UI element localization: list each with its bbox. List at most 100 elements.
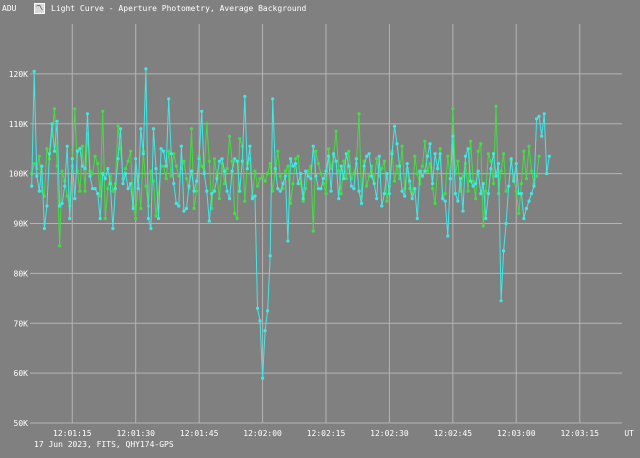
data-point <box>436 167 440 171</box>
data-point <box>156 216 161 221</box>
data-point <box>103 177 107 181</box>
data-point <box>425 169 430 173</box>
data-point <box>192 189 196 193</box>
data-point <box>481 182 485 186</box>
data-point <box>337 169 341 173</box>
data-point <box>70 157 74 161</box>
data-point <box>35 174 39 178</box>
data-point <box>502 249 506 253</box>
data-point <box>40 164 44 168</box>
data-point <box>116 124 120 128</box>
data-point <box>344 177 348 181</box>
data-point <box>451 107 455 111</box>
data-point <box>118 127 123 131</box>
data-point <box>113 187 117 191</box>
data-point <box>519 182 524 186</box>
data-point <box>491 182 496 186</box>
data-point <box>395 164 399 168</box>
data-point <box>253 194 257 198</box>
data-point <box>124 167 128 171</box>
data-point <box>433 201 437 206</box>
data-point <box>532 184 536 188</box>
data-point <box>514 162 518 166</box>
data-point <box>296 154 300 158</box>
data-point <box>413 187 417 191</box>
data-point <box>466 189 470 193</box>
data-point <box>522 149 526 153</box>
data-point <box>288 157 293 161</box>
data-point <box>60 169 64 173</box>
data-point <box>45 147 49 151</box>
data-point <box>187 184 191 188</box>
data-point <box>375 157 379 161</box>
data-point <box>294 162 298 166</box>
data-point <box>129 182 133 186</box>
data-point <box>479 192 483 196</box>
data-point <box>283 174 287 178</box>
data-point <box>519 192 524 196</box>
data-point <box>184 206 189 211</box>
data-point <box>189 127 194 131</box>
data-point <box>32 162 36 166</box>
data-point <box>195 179 199 183</box>
data-point <box>342 177 346 181</box>
data-point <box>182 159 186 163</box>
data-point <box>326 147 331 151</box>
data-point <box>65 194 69 198</box>
data-point <box>408 179 412 183</box>
data-point <box>106 167 110 171</box>
data-point <box>433 152 437 156</box>
data-point <box>73 107 77 111</box>
data-point <box>271 189 275 193</box>
data-point <box>278 189 282 193</box>
data-point <box>167 97 171 101</box>
data-point <box>261 174 265 178</box>
data-point <box>311 229 315 233</box>
light-curve-icon[interactable]: 〽 <box>34 2 45 14</box>
data-point <box>489 167 493 171</box>
x-tick-label: 12:02:00 <box>243 429 282 438</box>
data-point <box>372 182 376 186</box>
data-point <box>466 147 470 151</box>
data-point <box>192 206 196 211</box>
data-point <box>58 204 62 208</box>
data-point <box>507 184 511 188</box>
data-point <box>390 152 394 156</box>
data-point <box>405 162 409 166</box>
data-point <box>529 169 534 173</box>
data-point <box>83 167 87 171</box>
data-point <box>91 187 95 191</box>
data-point <box>504 221 508 226</box>
data-point <box>469 139 473 143</box>
data-point <box>504 189 508 193</box>
data-point <box>184 177 189 181</box>
data-point <box>37 154 41 158</box>
data-point <box>250 197 254 201</box>
data-point <box>139 206 143 211</box>
data-point <box>80 144 84 148</box>
data-point <box>443 199 447 203</box>
data-point <box>306 169 310 173</box>
data-point <box>529 192 534 196</box>
data-point <box>304 169 308 173</box>
data-point <box>357 112 361 116</box>
data-point <box>101 172 105 176</box>
data-point <box>324 192 328 196</box>
data-point <box>496 192 501 196</box>
x-tick-label: 12:02:30 <box>370 429 409 438</box>
data-point <box>357 189 361 193</box>
data-point <box>42 226 47 231</box>
data-point <box>319 172 323 176</box>
y-axis-label: ADU <box>2 4 17 13</box>
data-point <box>151 127 156 131</box>
data-point <box>93 187 97 191</box>
x-tick-label: 12:01:30 <box>116 429 155 438</box>
data-point <box>263 179 267 183</box>
data-point <box>527 199 531 203</box>
data-point <box>476 169 480 173</box>
data-point <box>149 226 153 231</box>
data-point <box>45 204 49 208</box>
data-point <box>499 299 503 303</box>
data-point <box>162 149 166 153</box>
